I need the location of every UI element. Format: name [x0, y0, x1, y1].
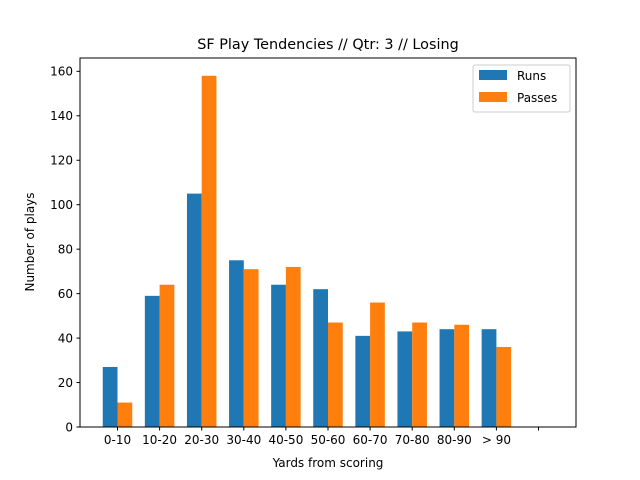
bar-runs-9 [481, 329, 497, 427]
x-tick-label: 20-30 [184, 433, 219, 447]
x-tick-label: 40-50 [268, 433, 303, 447]
bar-passes-4 [285, 266, 301, 427]
legend-label-runs: Runs [517, 69, 546, 83]
legend-swatch-passes [479, 92, 507, 102]
bar-runs-4 [271, 284, 286, 427]
bar-passes-2 [201, 75, 217, 427]
legend: Runs Passes [472, 64, 571, 113]
plot-frame [79, 57, 577, 428]
bar-passes-1 [159, 284, 175, 427]
y-tick-label: 80 [58, 242, 73, 256]
y-tick-label: 40 [58, 331, 73, 345]
bar-runs-3 [229, 260, 244, 427]
bar-runs-7 [397, 331, 413, 427]
x-tick-label: 30-40 [226, 433, 261, 447]
x-tick-label: 50-60 [311, 433, 346, 447]
x-tick-label: 10-20 [142, 433, 177, 447]
y-tick-label: 20 [58, 376, 73, 390]
bar-passes-6 [370, 302, 385, 427]
bar-runs-5 [313, 289, 328, 427]
legend-swatch-runs [479, 70, 507, 80]
y-tick-label: 140 [50, 109, 73, 123]
bar-passes-9 [496, 346, 512, 427]
bar-passes-0 [117, 402, 133, 427]
bar-runs-8 [439, 329, 455, 427]
bar-runs-1 [144, 295, 160, 427]
y-tick-label: 160 [50, 65, 73, 79]
y-axis-label: Number of plays [23, 192, 37, 291]
legend-label-passes: Passes [517, 91, 557, 105]
bar-passes-5 [328, 322, 343, 427]
x-tick-label: > 90 [482, 433, 511, 447]
bar-passes-3 [243, 269, 259, 427]
bar-runs-0 [102, 366, 118, 427]
x-tick-label: 70-80 [395, 433, 430, 447]
x-axis-label: Yards from scoring [272, 456, 384, 470]
x-tick-label: 60-70 [353, 433, 388, 447]
plot-area: 0 20 40 60 80 100 120 140 160 0-10 10-20 20-30 30-40… [50, 65, 539, 447]
bar-runs-2 [186, 193, 202, 427]
y-tick-label: 120 [50, 154, 73, 168]
x-tick-label: 0-10 [104, 433, 131, 447]
bar-runs-6 [355, 335, 371, 427]
y-tick-label: 100 [50, 198, 73, 212]
chart-title: SF Play Tendencies // Qtr: 3 // Losing [197, 37, 458, 53]
bar-passes-8 [454, 324, 470, 427]
y-tick-label: 0 [65, 420, 73, 434]
y-tick-label: 60 [58, 287, 73, 301]
x-tick-label: 80-90 [437, 433, 472, 447]
bar-passes-7 [412, 322, 427, 427]
